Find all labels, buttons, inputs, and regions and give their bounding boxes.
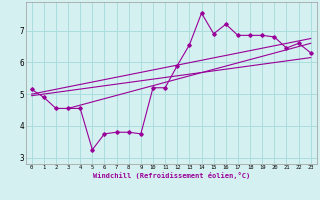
X-axis label: Windchill (Refroidissement éolien,°C): Windchill (Refroidissement éolien,°C) (92, 172, 250, 179)
